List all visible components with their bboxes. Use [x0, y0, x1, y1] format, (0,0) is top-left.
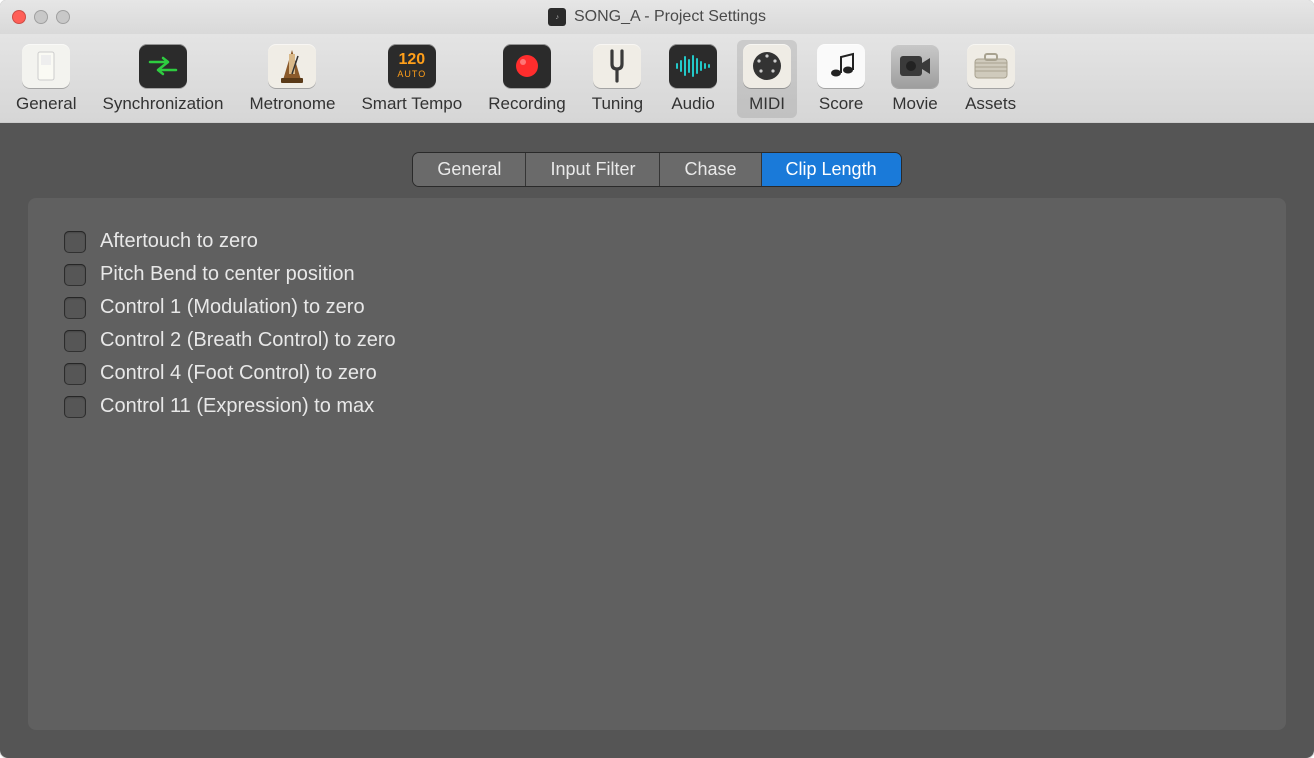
close-button[interactable] — [12, 10, 26, 24]
window-controls — [12, 10, 70, 24]
checkbox-aftertouch[interactable] — [64, 231, 86, 253]
toolbar-score[interactable]: Score — [811, 40, 871, 118]
toolbar-label: Assets — [965, 94, 1016, 114]
checkbox-cc4[interactable] — [64, 363, 86, 385]
toolbar-movie[interactable]: Movie — [885, 40, 945, 118]
minimize-button[interactable] — [34, 10, 48, 24]
checkbox-label: Control 1 (Modulation) to zero — [100, 296, 365, 319]
toolbar-synchronization[interactable]: Synchronization — [96, 40, 229, 118]
checkbox-row: Control 2 (Breath Control) to zero — [64, 329, 1250, 352]
clip-length-panel: Aftertouch to zero Pitch Bend to center … — [28, 198, 1286, 730]
movie-icon — [891, 44, 939, 88]
subtab-general[interactable]: General — [413, 153, 526, 186]
project-settings-window: ♪ SONG_A - Project Settings General Sync… — [0, 0, 1314, 758]
checkbox-cc1[interactable] — [64, 297, 86, 319]
checkbox-cc2[interactable] — [64, 330, 86, 352]
toolbar-label: MIDI — [749, 94, 785, 114]
score-icon — [817, 44, 865, 88]
subtab-clip-length[interactable]: Clip Length — [762, 153, 901, 186]
toolbar-label: Metronome — [249, 94, 335, 114]
checkbox-label: Control 4 (Foot Control) to zero — [100, 362, 377, 385]
window-title: ♪ SONG_A - Project Settings — [0, 8, 1314, 26]
toolbar-label: Audio — [671, 94, 714, 114]
toolbar-label: Score — [819, 94, 863, 114]
checkbox-row: Control 4 (Foot Control) to zero — [64, 362, 1250, 385]
toolbar-label: General — [16, 94, 76, 114]
toolbar-tuning[interactable]: Tuning — [586, 40, 649, 118]
tuning-fork-icon — [593, 44, 641, 88]
document-icon: ♪ — [548, 8, 566, 26]
smart-tempo-icon: 120 AUTO — [388, 44, 436, 88]
checkbox-row: Pitch Bend to center position — [64, 263, 1250, 286]
metronome-icon — [268, 44, 316, 88]
checkbox-pitchbend[interactable] — [64, 264, 86, 286]
subtab-input-filter[interactable]: Input Filter — [526, 153, 660, 186]
toolbar-label: Movie — [892, 94, 937, 114]
toolbar-label: Smart Tempo — [361, 94, 462, 114]
checkbox-label: Pitch Bend to center position — [100, 263, 355, 286]
checkbox-label: Control 2 (Breath Control) to zero — [100, 329, 396, 352]
toolbar: General Synchronization Metronome 120 AU… — [0, 34, 1314, 123]
checkbox-row: Control 1 (Modulation) to zero — [64, 296, 1250, 319]
checkbox-row: Control 11 (Expression) to max — [64, 395, 1250, 418]
checkbox-cc11[interactable] — [64, 396, 86, 418]
briefcase-icon — [967, 44, 1015, 88]
toolbar-general[interactable]: General — [10, 40, 82, 118]
record-icon — [503, 44, 551, 88]
checkbox-label: Control 11 (Expression) to max — [100, 395, 374, 418]
toolbar-audio[interactable]: Audio — [663, 40, 723, 118]
toolbar-assets[interactable]: Assets — [959, 40, 1022, 118]
waveform-icon — [669, 44, 717, 88]
toolbar-label: Tuning — [592, 94, 643, 114]
toolbar-smart-tempo[interactable]: 120 AUTO Smart Tempo — [355, 40, 468, 118]
sync-icon — [139, 44, 187, 88]
toolbar-midi[interactable]: MIDI — [737, 40, 797, 118]
toolbar-label: Synchronization — [102, 94, 223, 114]
subtab-chase[interactable]: Chase — [660, 153, 761, 186]
switch-icon — [22, 44, 70, 88]
maximize-button[interactable] — [56, 10, 70, 24]
midi-icon — [743, 44, 791, 88]
titlebar: ♪ SONG_A - Project Settings — [0, 0, 1314, 34]
content: General Input Filter Chase Clip Length A… — [0, 123, 1314, 758]
toolbar-label: Recording — [488, 94, 566, 114]
toolbar-recording[interactable]: Recording — [482, 40, 572, 118]
checkbox-row: Aftertouch to zero — [64, 230, 1250, 253]
toolbar-metronome[interactable]: Metronome — [243, 40, 341, 118]
subtab-bar: General Input Filter Chase Clip Length — [413, 153, 900, 186]
window-title-text: SONG_A - Project Settings — [574, 8, 766, 26]
checkbox-label: Aftertouch to zero — [100, 230, 258, 253]
